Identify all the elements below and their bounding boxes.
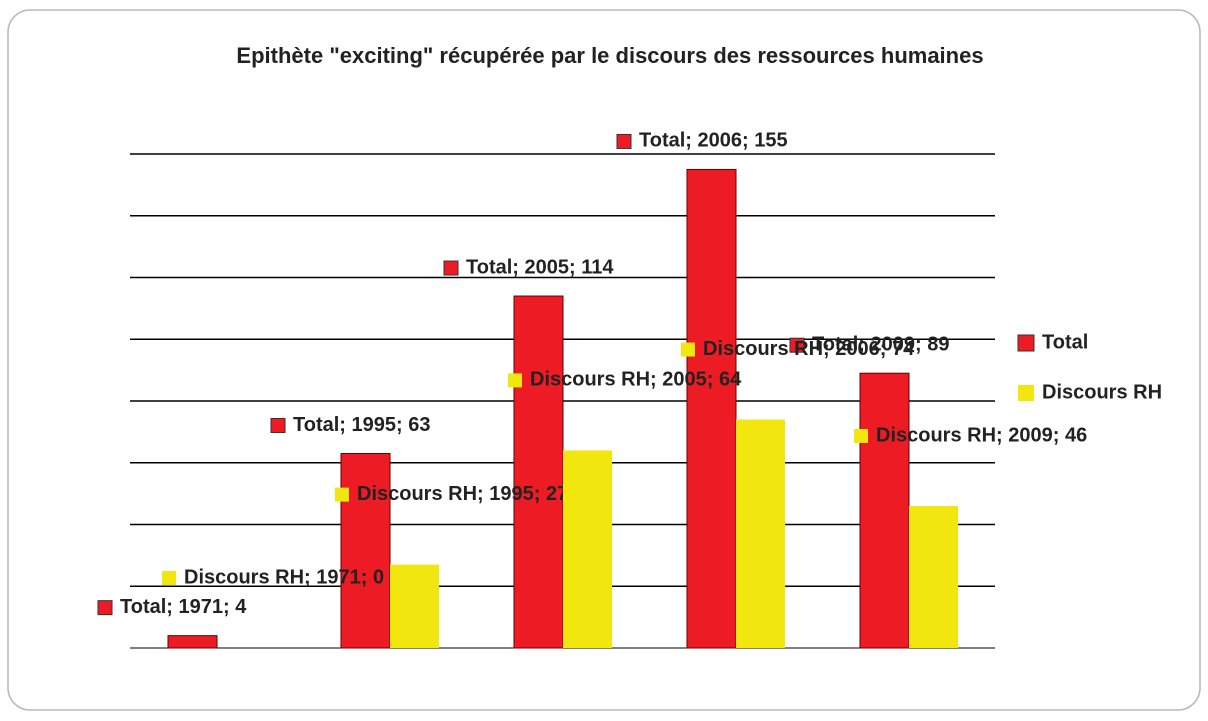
- data-label: Total; 2009; 89: [812, 333, 949, 355]
- label-marker: [335, 487, 349, 502]
- legend-swatch: [1017, 334, 1035, 352]
- bar: [167, 635, 218, 649]
- label-marker: [616, 133, 632, 149]
- data-label: Discours RH; 2009; 46: [876, 424, 1087, 446]
- legend-label: Total: [1042, 331, 1088, 353]
- data-label: Total; 1971; 4: [120, 596, 247, 618]
- bar: [909, 505, 958, 648]
- bar: [736, 419, 785, 648]
- label-marker: [443, 260, 459, 276]
- data-label: Total; 1995; 63: [293, 414, 430, 436]
- bar: [859, 372, 910, 649]
- label-marker: [681, 342, 695, 357]
- chart-title: Epithète "exciting" récupérée par le dis…: [236, 43, 983, 68]
- data-label: Discours RH; 1971; 0: [184, 566, 384, 588]
- legend-label: Discours RH: [1042, 381, 1162, 403]
- data-label: Discours RH; 2005; 64: [530, 369, 742, 391]
- bar: [390, 564, 439, 648]
- label-marker: [162, 571, 176, 585]
- data-label: Total; 2005; 114: [466, 256, 614, 278]
- label-marker: [508, 373, 522, 388]
- bar: [686, 168, 737, 649]
- data-label: Discours RH; 2006; 74: [703, 338, 915, 360]
- label-marker: [270, 417, 286, 433]
- bar: [513, 295, 564, 649]
- label-marker: [97, 600, 113, 616]
- data-label: Total; 2006; 155: [639, 130, 788, 152]
- legend-swatch: [1018, 385, 1034, 401]
- bar: [340, 452, 391, 649]
- bar: [563, 450, 612, 648]
- data-label: Discours RH; 1995; 27: [357, 483, 568, 505]
- label-marker: [854, 428, 868, 443]
- label-marker: [789, 337, 805, 353]
